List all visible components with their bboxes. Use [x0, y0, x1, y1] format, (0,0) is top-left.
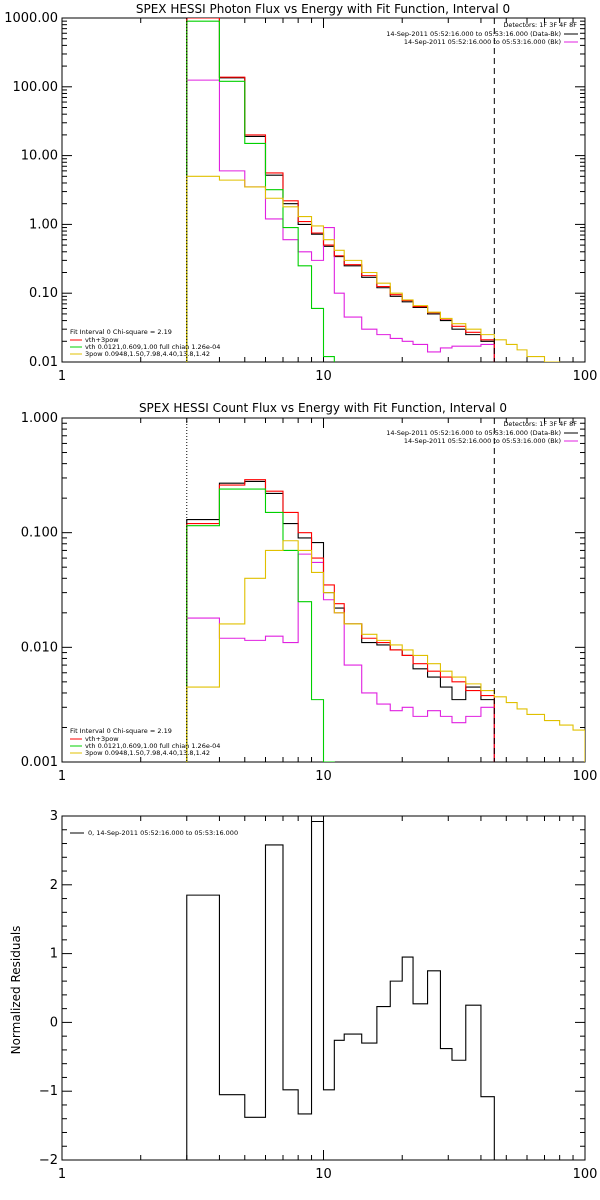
y-tick-label: 0 [50, 1015, 58, 1030]
legend-data-bk: 14-Sep-2011 05:52:16.000 to 05:53:16.000… [386, 30, 561, 38]
y-tick-label: 1 [50, 947, 58, 962]
y-tick-label: 1.00 [29, 217, 58, 232]
legend-fit-interval: Fit Interval 0 Chi-square = 2.19 [70, 727, 172, 735]
series-line-3 [186, 20, 335, 362]
legend-vth: vth 0.0121,0.609,1.00 full chian 1.26e-0… [85, 343, 220, 351]
legend-detectors: Detectors: 1F 3F 4F 8F [503, 420, 577, 428]
legend-bottom: Fit Interval 0 Chi-square = 2.19 vth+3po… [70, 727, 220, 757]
legend-data-bk: 14-Sep-2011 05:52:16.000 to 05:53:16.000… [386, 429, 561, 437]
y-tick-label: 100.00 [13, 80, 59, 95]
legend-bk: 14-Sep-2011 05:52:16.000 to 05:53:16.000… [404, 38, 561, 46]
series-line-0 [186, 18, 495, 362]
y-tick-label: 0.01 [29, 355, 58, 370]
x-tick-label: 1 [58, 1167, 66, 1182]
legend-3pow: 3pow 0.0948,1.50,7.98,4.40,13.8,1.42 [85, 350, 210, 358]
photon-flux-panel: SPEX HESSI Photon Flux vs Energy with Fi… [4, 2, 597, 384]
x-tick-label: 1 [58, 769, 66, 784]
y-tick-label: 10.00 [21, 149, 58, 164]
y-tick-label: 0.010 [21, 640, 58, 655]
y-tick-label: −1 [39, 1084, 58, 1099]
y-tick-label: 2 [50, 878, 58, 893]
y-tick-label: 0.001 [21, 755, 58, 770]
y-tick-label: 3 [50, 809, 58, 824]
legend: 0, 14-Sep-2011 05:52:16.000 to 05:53:16.… [70, 829, 238, 837]
y-tick-label: 1000.00 [4, 11, 58, 26]
count-flux-panel: SPEX HESSI Count Flux vs Energy with Fit… [21, 401, 598, 784]
legend-fit-interval: Fit Interval 0 Chi-square = 2.19 [70, 328, 172, 336]
series-line-1 [186, 79, 495, 362]
legend-3pow: 3pow 0.0948,1.50,7.98,4.40,13.8,1.42 [85, 749, 210, 757]
series-line-2 [186, 479, 495, 762]
panel-title: SPEX HESSI Count Flux vs Energy with Fit… [139, 401, 507, 415]
series-line-4 [186, 540, 585, 762]
legend-vth3pow: vth+3pow [85, 336, 119, 344]
legend-bottom: Fit Interval 0 Chi-square = 2.19 vth+3po… [70, 328, 220, 358]
legend-top: Detectors: 1F 3F 4F 8F 14-Sep-2011 05:52… [386, 21, 578, 46]
y-axis-label: Normalized Residuals [9, 926, 23, 1055]
series-line-4 [186, 175, 561, 362]
y-tick-label: 0.10 [29, 286, 58, 301]
series-line-1 [186, 553, 495, 762]
x-tick-label: 100 [573, 369, 598, 384]
y-tick-label: 1.000 [21, 411, 58, 426]
x-tick-label: 10 [315, 1167, 332, 1182]
y-tick-label: −2 [39, 1153, 58, 1168]
legend-detectors: Detectors: 1F 3F 4F 8F [503, 21, 577, 29]
legend-vth3pow: vth+3pow [85, 735, 119, 743]
x-tick-label: 100 [573, 1167, 598, 1182]
residuals-panel: Normalized Residuals 0, 14-Sep-2011 05:5… [9, 809, 597, 1182]
series-line-2 [186, 18, 495, 362]
x-tick-label: 10 [315, 369, 332, 384]
x-tick-label: 1 [58, 369, 66, 384]
x-tick-label: 100 [573, 769, 598, 784]
x-tick-label: 10 [315, 769, 332, 784]
legend-bk: 14-Sep-2011 05:52:16.000 to 05:53:16.000… [404, 437, 561, 445]
panel-title: SPEX HESSI Photon Flux vs Energy with Fi… [136, 2, 510, 16]
y-tick-label: 0.100 [21, 526, 58, 541]
legend-top: Detectors: 1F 3F 4F 8F 14-Sep-2011 05:52… [386, 420, 578, 445]
legend-vth: vth 0.0121,0.609,1.00 full chian 1.26e-0… [85, 742, 220, 750]
series-line-0 [186, 820, 495, 1160]
series-line-3 [186, 488, 335, 762]
legend-residuals: 0, 14-Sep-2011 05:52:16.000 to 05:53:16.… [88, 829, 238, 837]
